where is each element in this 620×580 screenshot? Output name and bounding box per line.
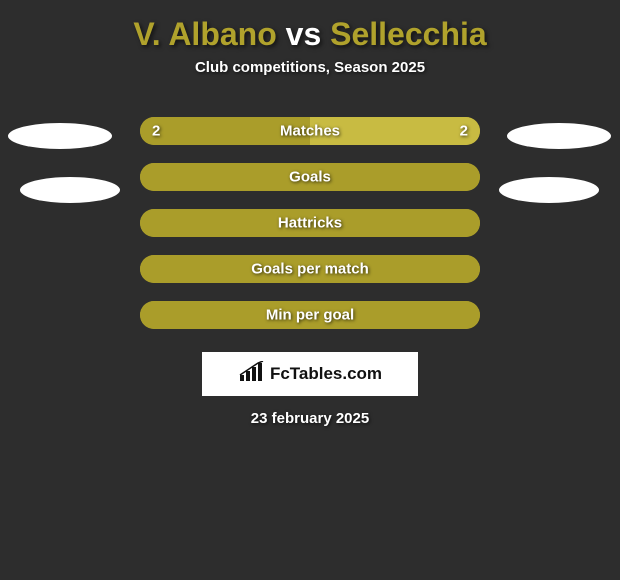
stat-label: Goals per match [251, 261, 369, 278]
subtitle: Club competitions, Season 2025 [0, 59, 620, 76]
stat-bar: Hattricks [140, 209, 480, 237]
page-title: V. Albano vs Sellecchia [0, 16, 620, 53]
stat-row: Min per goal [0, 292, 620, 338]
player2-name: Sellecchia [330, 16, 487, 52]
decorative-ellipse [20, 177, 120, 203]
player1-name: V. Albano [133, 16, 276, 52]
fctables-badge[interactable]: FcTables.com [202, 352, 418, 396]
bars-icon [238, 361, 264, 388]
decorative-ellipse [8, 123, 112, 149]
stat-bar: Goals per match [140, 255, 480, 283]
stat-label: Matches [280, 123, 340, 140]
stat-left-value: 2 [152, 123, 160, 140]
decorative-ellipse [499, 177, 599, 203]
stat-label: Goals [289, 169, 331, 186]
comparison-card: V. Albano vs Sellecchia Club competition… [0, 0, 620, 427]
stat-row: Hattricks [0, 200, 620, 246]
vs-text: vs [286, 16, 322, 52]
stat-label: Hattricks [278, 215, 342, 232]
stat-bar: Min per goal [140, 301, 480, 329]
stat-bar: Goals [140, 163, 480, 191]
stat-row: Goals per match [0, 246, 620, 292]
stat-right-value: 2 [460, 123, 468, 140]
stat-label: Min per goal [266, 307, 354, 324]
brand-text: FcTables.com [270, 364, 382, 384]
decorative-ellipse [507, 123, 611, 149]
stat-bar: Matches 2 2 [140, 117, 480, 145]
date-text: 23 february 2025 [0, 410, 620, 427]
